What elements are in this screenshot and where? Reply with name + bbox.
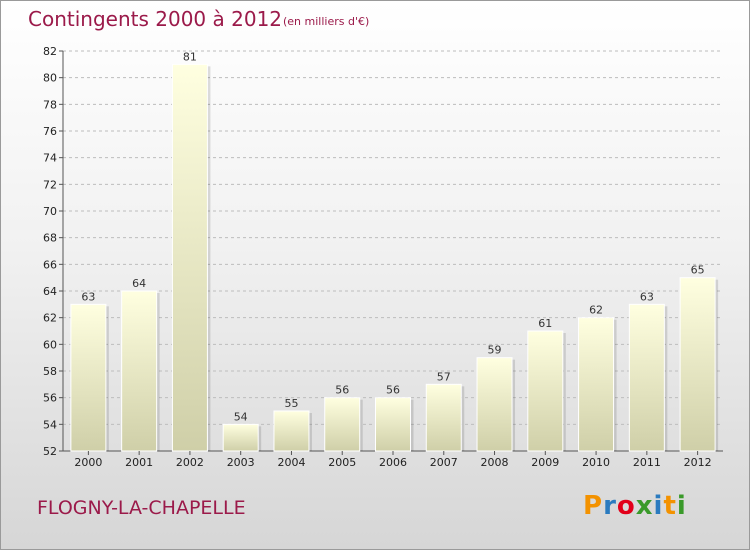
bar-value-label: 61 [538, 317, 552, 330]
y-tick-label: 54 [43, 418, 57, 431]
bar [121, 290, 158, 452]
x-tick-label: 2003 [227, 456, 255, 469]
x-tick-label: 2000 [74, 456, 102, 469]
y-tick-label: 72 [43, 178, 57, 191]
bar [273, 410, 310, 452]
bar-value-label: 59 [488, 344, 502, 357]
logo-letter: i [676, 491, 687, 521]
y-tick-label: 70 [43, 205, 57, 218]
bar-value-label: 64 [132, 277, 146, 290]
logo-letter: t [663, 491, 677, 521]
location-name: FLOGNY-LA-CHAPELLE [37, 497, 246, 519]
bar-value-label: 65 [691, 264, 705, 277]
y-tick-label: 66 [43, 258, 57, 271]
proxiti-logo: Proxiti [583, 491, 687, 521]
logo-letter: x [635, 491, 654, 521]
logo-letter: i [653, 491, 664, 521]
bar-value-label: 63 [640, 290, 654, 303]
y-tick-label: 58 [43, 365, 57, 378]
bar-value-label: 54 [234, 410, 248, 423]
y-tick-label: 62 [43, 312, 57, 325]
chart-subtitle: (en milliers d'€) [283, 15, 370, 28]
y-tick-label: 68 [43, 232, 57, 245]
x-tick-label: 2012 [684, 456, 712, 469]
bar-value-label: 57 [437, 370, 451, 383]
bar-value-label: 81 [183, 50, 197, 63]
y-tick-label: 64 [43, 285, 57, 298]
bar [375, 397, 411, 452]
bar-value-label: 56 [335, 384, 349, 397]
bar-value-label: 56 [386, 384, 400, 397]
y-tick-label: 52 [43, 445, 57, 458]
x-tick-label: 2007 [430, 456, 458, 469]
bar [476, 357, 513, 452]
x-tick-label: 2004 [277, 456, 305, 469]
chart-title: Contingents 2000 à 2012 [28, 7, 283, 31]
x-tick-label: 2010 [582, 456, 610, 469]
bar [70, 303, 107, 452]
x-tick-label: 2001 [125, 456, 153, 469]
y-tick-label: 78 [43, 98, 57, 111]
bar [578, 317, 615, 452]
y-tick-label: 60 [43, 338, 57, 351]
x-tick-label: 2006 [379, 456, 407, 469]
bar-value-label: 62 [589, 304, 603, 317]
bar [679, 277, 716, 452]
bar-chart: 52 54 56 58 60 62 64 66 68 70 72 74 76 78 80 82 63 2000 64… [43, 45, 723, 469]
x-tick-label: 2009 [531, 456, 559, 469]
y-tick-label: 80 [43, 72, 57, 85]
x-tick-label: 2005 [328, 456, 356, 469]
bar [628, 303, 665, 452]
x-tick-label: 2002 [176, 456, 204, 469]
bar-value-label: 63 [81, 290, 95, 303]
logo-letter: P [583, 491, 604, 521]
y-tick-label: 82 [43, 45, 57, 58]
y-tick-label: 74 [43, 152, 57, 165]
bar [425, 383, 462, 452]
x-tick-label: 2008 [481, 456, 509, 469]
logo-letter: o [616, 491, 636, 521]
bar [527, 330, 564, 452]
logo-letter: r [603, 491, 617, 521]
bar [171, 63, 208, 452]
y-tick-label: 76 [43, 125, 57, 138]
bar-value-label: 55 [284, 397, 298, 410]
x-tick-label: 2011 [633, 456, 661, 469]
bar [324, 397, 361, 452]
y-tick-label: 56 [43, 392, 57, 405]
bar [222, 423, 259, 452]
